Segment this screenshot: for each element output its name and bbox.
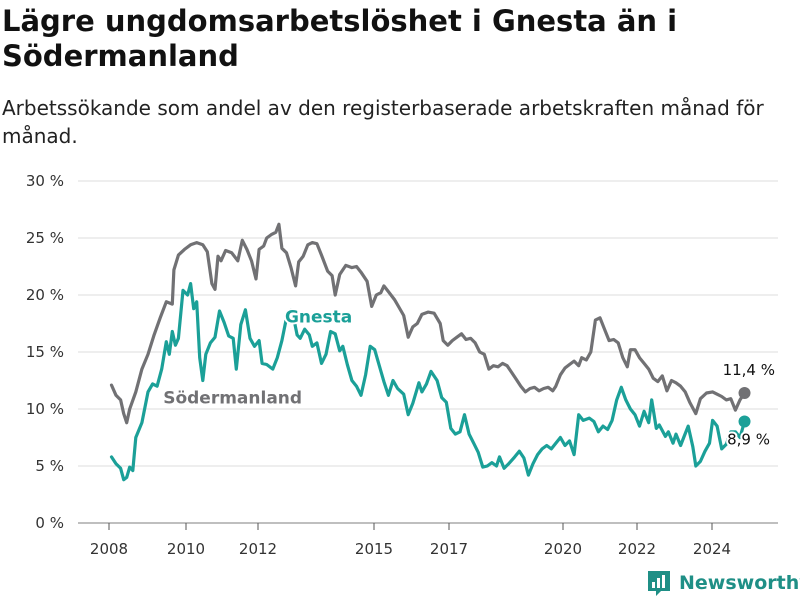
series-labels: Södermanland Gnesta 11,4 % 8,9 % bbox=[161, 305, 777, 450]
y-tick-label: 20 % bbox=[26, 286, 64, 304]
brand-name: Newsworthy bbox=[679, 572, 800, 594]
x-tick-label: 2008 bbox=[90, 540, 128, 558]
x-tick-label: 2024 bbox=[693, 540, 731, 558]
x-axis: 2008 2010 2012 2015 2017 2020 2022 2024 bbox=[90, 523, 731, 558]
x-tick-label: 2010 bbox=[167, 540, 205, 558]
y-tick-label: 15 % bbox=[26, 343, 64, 361]
newsworthy-logo-icon bbox=[648, 571, 670, 596]
chart-title: Lägre ungdomsarbetslöshet i Gnesta än i … bbox=[2, 4, 678, 73]
end-point-sdermanland bbox=[738, 387, 751, 400]
end-value-label-sodermanland: 11,4 % bbox=[723, 361, 775, 379]
series-label-sodermanland: Södermanland bbox=[163, 388, 302, 408]
newsworthy-logo: Newsworthy bbox=[645, 567, 800, 599]
x-tick-label: 2020 bbox=[544, 540, 582, 558]
y-tick-label: 5 % bbox=[35, 457, 64, 475]
chart-subtitle: Arbetssökande som andel av den registerb… bbox=[2, 96, 764, 148]
series-label-gnesta: Gnesta bbox=[285, 307, 352, 327]
y-tick-label: 30 % bbox=[26, 172, 64, 190]
y-tick-label: 0 % bbox=[35, 514, 64, 532]
x-tick-label: 2022 bbox=[618, 540, 656, 558]
y-tick-label: 25 % bbox=[26, 229, 64, 247]
series-line-sdermanland bbox=[109, 222, 747, 425]
x-tick-label: 2015 bbox=[355, 540, 393, 558]
y-tick-label: 10 % bbox=[26, 400, 64, 418]
grid-lines: 0 % 5 % 10 % 15 % 20 % 25 % 30 % bbox=[26, 172, 778, 532]
end-value-label-gnesta: 8,9 % bbox=[727, 431, 770, 449]
series-lines bbox=[109, 222, 751, 482]
series-line-gnesta bbox=[109, 282, 747, 482]
x-tick-label: 2012 bbox=[239, 540, 277, 558]
x-tick-label: 2017 bbox=[430, 540, 468, 558]
end-point-gnesta bbox=[738, 415, 751, 428]
